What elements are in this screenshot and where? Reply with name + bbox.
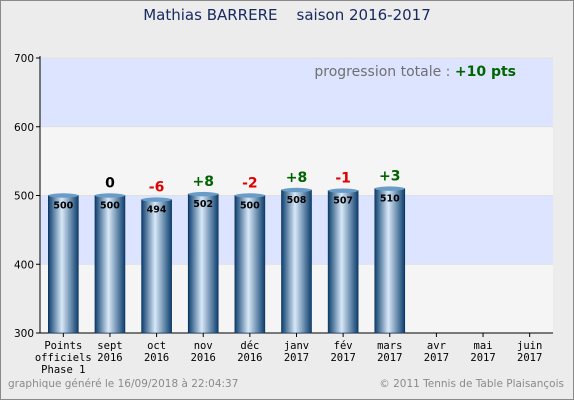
bar-value-label: 508 [287, 195, 307, 206]
bar [234, 195, 266, 334]
bar-change-label: +3 [379, 169, 400, 185]
x-tick-label: sept 2016 [97, 340, 122, 364]
bar-value-label: 500 [53, 201, 73, 212]
bar-cap [141, 197, 172, 202]
y-tick-label: 600 [14, 122, 34, 134]
x-tick-label-line: nov [194, 340, 213, 352]
bar-change-label: 0 [105, 176, 115, 192]
x-tick-label-line: 2016 [191, 352, 216, 364]
bar-cap [94, 193, 125, 198]
bar-value-label: 500 [240, 201, 260, 212]
bar-change-label: -1 [335, 171, 351, 187]
x-tick-label-line: 2016 [237, 352, 262, 364]
bar-value-label: 500 [100, 201, 120, 212]
bar-cap [48, 193, 79, 198]
x-tick-label: oct 2016 [144, 340, 169, 364]
x-tick-label-line: mars [377, 340, 402, 352]
x-tick-label-line: oct [147, 340, 166, 352]
bar [48, 195, 79, 334]
x-tick-label: juin 2017 [517, 340, 542, 364]
bar [374, 188, 406, 334]
bar-value-label: 507 [333, 196, 353, 207]
x-tick-label-line: mai [474, 340, 493, 352]
bar-value-label: 510 [380, 194, 400, 205]
x-tick-label-line: janv [284, 340, 309, 352]
bar [141, 199, 172, 334]
bar-value-label: 494 [147, 205, 167, 216]
bar-cap [328, 188, 359, 193]
x-tick-label-line: 2017 [517, 352, 542, 364]
generated-timestamp: graphique généré le 16/09/2018 à 22:04:3… [8, 378, 239, 390]
y-tick-label: 300 [14, 328, 34, 340]
bar-cap [374, 186, 405, 191]
x-tick-label: janv 2017 [284, 340, 309, 364]
copyright-text: © 2011 Tennis de Table Plaisançois [379, 378, 564, 390]
x-tick-label-line: sept [97, 340, 122, 352]
progression-label: progression totale : [314, 64, 454, 80]
x-tick-label-line: 2017 [470, 352, 495, 364]
x-tick-label: déc 2016 [237, 340, 262, 364]
x-tick-label: avr 2017 [424, 340, 449, 364]
bar-change-label: +8 [286, 170, 307, 186]
progression-annotation: progression totale : +10 pts [314, 64, 516, 80]
x-tick-label-line: Points [44, 340, 82, 352]
bar-cap [281, 187, 312, 193]
bar-value-label: 502 [193, 199, 213, 210]
background-band [40, 126, 553, 196]
background-band [40, 58, 553, 127]
bar-cap [188, 191, 219, 197]
x-tick-label: mars 2017 [377, 340, 402, 364]
bar [187, 193, 219, 334]
bar-change-label: -6 [149, 180, 165, 196]
x-tick-label-line: 2016 [144, 352, 169, 364]
x-tick-label-line: avr [427, 340, 446, 352]
x-tick-label-line: fév [334, 340, 353, 352]
x-tick-label: fév 2017 [330, 340, 355, 364]
x-tick-label-line: juin [517, 340, 542, 352]
y-tick-label: 400 [14, 259, 34, 271]
x-tick-label-line: 2016 [97, 352, 122, 364]
x-tick-label-line: 2017 [284, 352, 309, 364]
x-tick-label: mai 2017 [470, 340, 495, 364]
y-tick-label: 700 [14, 53, 34, 65]
y-tick-label: 500 [14, 191, 34, 203]
bar [327, 190, 359, 334]
x-tick-label-line: déc [240, 340, 259, 352]
bar-cap [234, 193, 265, 198]
x-tick-label-line: Phase 1 [41, 364, 85, 376]
progression-value: +10 pts [455, 64, 516, 80]
chart-title: Mathias BARRERE saison 2016-2017 [143, 6, 431, 24]
x-tick-label: nov 2016 [191, 340, 216, 364]
x-tick-label-line: 2017 [424, 352, 449, 364]
x-tick-label: Points officiels Phase 1 [35, 340, 92, 376]
x-tick-label-line: 2017 [330, 352, 355, 364]
bar [281, 189, 312, 334]
x-tick-label-line: officiels [35, 352, 92, 364]
bar [94, 195, 126, 334]
bar-change-label: +8 [192, 174, 213, 190]
bar-change-label: -2 [242, 176, 258, 192]
x-tick-label-line: 2017 [377, 352, 402, 364]
